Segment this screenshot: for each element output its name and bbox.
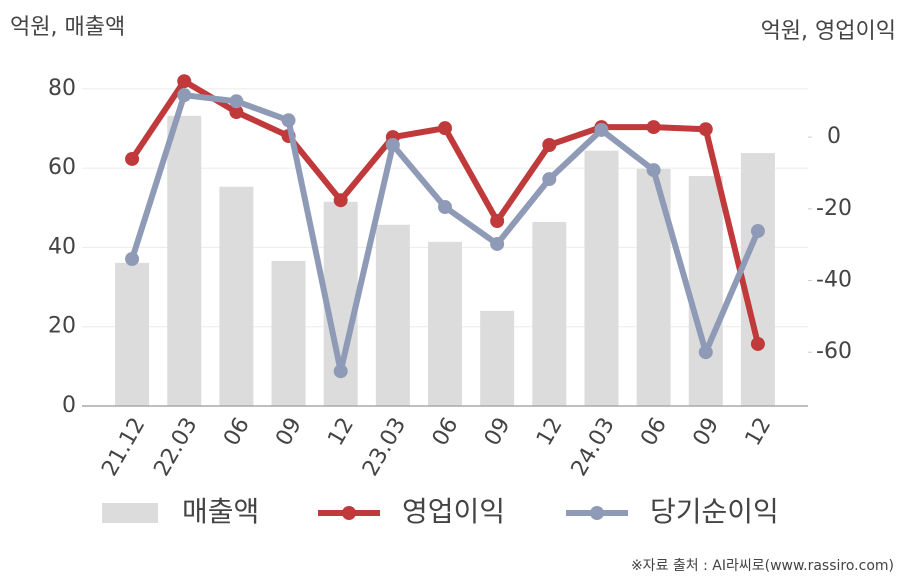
marker (698, 345, 713, 360)
y-tick-label: 40 (48, 234, 76, 259)
y2-axis-title: 억원, 영업이익 (761, 19, 896, 44)
marker (177, 88, 192, 103)
marker (177, 74, 192, 89)
bar (167, 115, 202, 406)
x-tick-label: 09 (480, 413, 516, 450)
legend-swatch (102, 503, 158, 523)
bar (219, 186, 254, 406)
bar (532, 222, 567, 406)
x-tick-label: 06 (428, 414, 464, 451)
marker (125, 252, 140, 267)
x-tick-label: 09 (271, 414, 307, 451)
marker (542, 172, 557, 187)
marker (750, 336, 765, 351)
marker (490, 236, 505, 251)
source-note: ※자료 출처 : AI라씨로(www.rassiro.com) (631, 558, 894, 574)
marker (438, 121, 452, 136)
x-tick-label: 09 (689, 414, 725, 451)
marker (333, 193, 348, 208)
marker (438, 200, 452, 215)
y-axis-title: 억원, 매출액 (10, 15, 125, 40)
y-tick-label: 0 (62, 393, 76, 418)
y2-tick-label: 0 (827, 124, 841, 149)
marker (125, 151, 140, 166)
marker (750, 224, 765, 239)
y2-tick-label: -60 (816, 339, 852, 364)
y-tick-label: 60 (48, 155, 76, 180)
legend-label: 당기순이익 (650, 495, 779, 528)
x-tick-label: 23.03 (358, 414, 411, 481)
marker (229, 105, 244, 120)
marker (646, 120, 661, 135)
bar (688, 176, 723, 406)
x-tick-label: 12 (532, 414, 568, 451)
legend-swatch (590, 506, 604, 520)
marker (490, 214, 505, 229)
legend-swatch (342, 506, 356, 520)
y2-tick-label: -20 (816, 196, 852, 221)
x-tick-label: 12 (741, 414, 777, 451)
marker (542, 138, 557, 153)
x-tick-label: 06 (636, 414, 672, 451)
y-tick-label: 20 (48, 314, 76, 339)
marker (281, 113, 296, 128)
bar (375, 224, 410, 406)
y-tick-label: 80 (48, 76, 76, 101)
marker (646, 163, 661, 178)
legend-label: 영업이익 (402, 495, 505, 528)
x-tick-label: 06 (219, 414, 255, 451)
x-tick-label: 22.03 (149, 414, 202, 481)
x-tick-label: 24.03 (567, 414, 620, 481)
marker (229, 94, 244, 109)
marker (385, 138, 400, 153)
bar (115, 262, 150, 406)
bar (740, 153, 775, 406)
legend-label: 매출액 (182, 495, 259, 528)
bar (480, 310, 515, 406)
bar (271, 260, 306, 406)
x-tick-label: 12 (323, 414, 359, 451)
bar (584, 150, 619, 406)
x-tick-label: 21.12 (97, 414, 150, 481)
marker (333, 364, 348, 379)
marker (594, 122, 609, 137)
y2-tick-label: -40 (816, 268, 852, 293)
bar (428, 241, 462, 406)
marker (698, 122, 713, 137)
